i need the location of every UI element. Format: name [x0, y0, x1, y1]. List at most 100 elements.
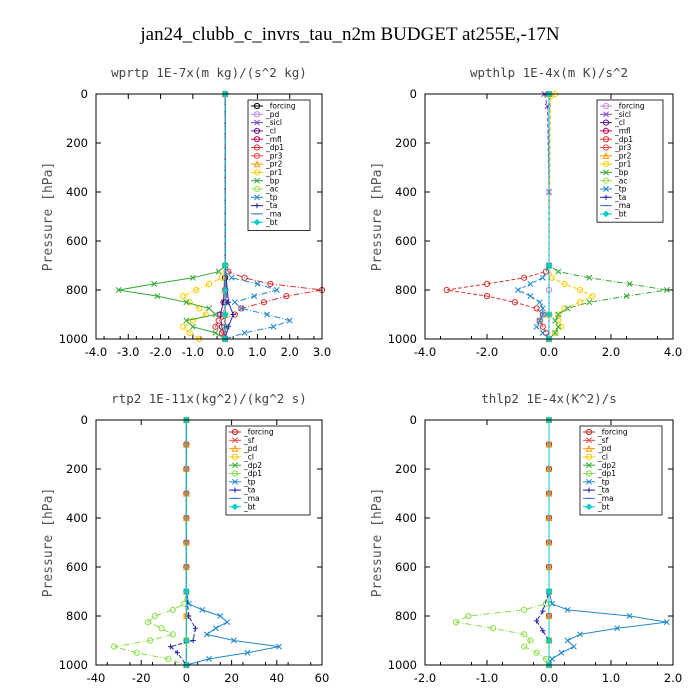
data-point — [215, 268, 222, 275]
x-tick-label: -40 — [87, 671, 106, 685]
legend-entry: _bp — [265, 176, 280, 185]
data-point — [561, 280, 568, 287]
data-point — [158, 625, 165, 632]
y-tick-label: 1000 — [388, 332, 417, 346]
legend-marker — [603, 169, 609, 176]
data-point — [225, 299, 231, 305]
legend-marker — [254, 177, 260, 184]
y-tick-label: 400 — [395, 511, 417, 525]
legend-marker — [602, 144, 610, 151]
legend-marker — [253, 152, 261, 159]
series-line-dp1 — [446, 94, 550, 340]
data-point — [189, 274, 196, 281]
panel-title: rtp2 1E-11x(kg^2)/(kg^2 s) — [111, 391, 307, 406]
legend-entry: _bt — [597, 502, 610, 511]
x-tick-label: 40 — [269, 671, 284, 685]
series-line-sicl — [543, 93, 550, 339]
y-tick-label: 600 — [66, 234, 88, 248]
y-tick-label: 800 — [395, 283, 417, 297]
data-point — [533, 323, 540, 330]
y-tick-label: 1000 — [388, 658, 417, 672]
data-point — [183, 317, 190, 324]
legend-marker — [586, 462, 592, 469]
y-axis-label: Pressure [hPa] — [41, 162, 56, 272]
data-point — [230, 311, 236, 318]
x-tick-label: -3.0 — [117, 345, 139, 359]
series-line-pr1 — [548, 93, 594, 340]
legend-entry: _sicl — [265, 118, 282, 127]
y-axis-label: Pressure [hPa] — [41, 488, 56, 598]
legend-entry: _forcing — [597, 428, 628, 437]
data-point — [202, 311, 209, 318]
y-tick-label: 400 — [66, 185, 88, 199]
data-point — [545, 311, 553, 318]
legend-entry: _ma — [265, 210, 282, 219]
legend-marker — [253, 111, 261, 118]
data-point — [241, 329, 248, 336]
data-point — [180, 293, 187, 300]
x-tick-label: 20 — [224, 671, 239, 685]
legend-entry: _dp2 — [243, 461, 262, 470]
series-line-bp — [548, 94, 667, 340]
legend-marker — [602, 210, 610, 218]
legend-entry: _bt — [243, 502, 256, 511]
legend-entry: _bp — [614, 168, 629, 177]
legend-entry: _tp — [614, 185, 627, 194]
data-point — [183, 637, 190, 644]
data-point — [133, 649, 140, 656]
y-tick-label: 0 — [81, 413, 88, 427]
data-point — [151, 612, 158, 620]
data-point — [217, 613, 224, 619]
x-tick-label: 60 — [315, 671, 330, 685]
legend-marker — [602, 161, 610, 168]
x-tick-label: 0.0 — [540, 671, 558, 685]
legend-marker — [585, 470, 593, 477]
legend-entry: _sf — [243, 436, 255, 445]
data-point — [251, 293, 258, 300]
data-point — [276, 643, 283, 650]
data-point — [663, 287, 670, 293]
data-point — [215, 317, 222, 324]
y-tick-label: 400 — [395, 185, 417, 199]
data-point — [626, 280, 633, 287]
data-point — [264, 311, 271, 318]
legend-entry: _pr3 — [265, 151, 283, 160]
data-point — [545, 588, 553, 595]
data-point — [203, 631, 210, 638]
plot-frame — [424, 93, 674, 340]
legend-entry: _ta — [265, 201, 277, 210]
data-point — [167, 644, 174, 650]
y-tick-label: 600 — [66, 560, 88, 574]
data-point — [212, 323, 219, 330]
data-point — [212, 625, 219, 632]
legend-marker — [585, 428, 593, 436]
data-point — [254, 280, 261, 287]
legend-entry: _ac — [614, 176, 627, 185]
x-tick-label: 1.0 — [602, 671, 620, 685]
legend-marker — [231, 453, 239, 460]
data-point — [586, 274, 593, 281]
data-point — [231, 299, 238, 306]
data-point — [576, 299, 584, 306]
data-point — [552, 317, 559, 324]
y-tick-label: 200 — [395, 462, 417, 476]
chart-panel-2: wpthlp 1E-4x(m K)/s^2 Pressure [hPa] -4.0 -… — [370, 65, 682, 359]
data-point — [186, 613, 192, 619]
y-tick-label: 0 — [410, 87, 417, 101]
y-tick-label: 200 — [66, 462, 88, 476]
legend-entry: _mfl — [614, 127, 631, 136]
chart-panel-3: rtp2 1E-11x(kg^2)/(kg^2 s) Pressure [hPa]… — [41, 391, 329, 685]
data-point — [555, 323, 562, 330]
legend-marker — [254, 203, 260, 209]
data-point — [206, 305, 212, 312]
series-line-dp1 — [113, 420, 187, 666]
data-point — [589, 293, 596, 300]
data-point — [533, 305, 540, 312]
data-point — [521, 631, 528, 638]
data-point — [539, 305, 546, 312]
data-point — [549, 655, 556, 662]
data-point — [270, 323, 277, 330]
panel-title: thlp2 1E-4x(K^2)/s — [481, 391, 616, 406]
legend-marker — [602, 119, 610, 126]
